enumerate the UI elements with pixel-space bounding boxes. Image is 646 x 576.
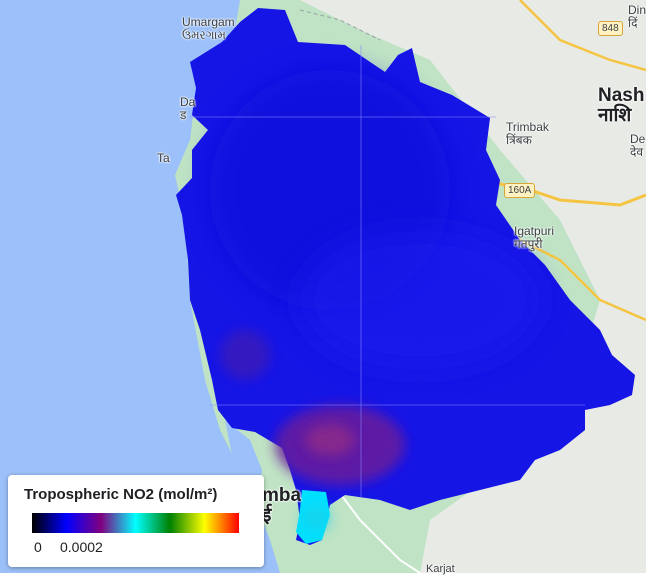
place-deola-local-label: देव: [630, 144, 644, 159]
place-trimbak: Trimbak त्रिंबक: [506, 121, 549, 146]
place-dahanu-label: Da: [180, 95, 196, 109]
road-shield-160a: 160A: [504, 183, 536, 198]
place-dindori-local-label: दिं: [628, 15, 638, 30]
place-dindori: Din दिं: [628, 4, 646, 29]
place-deola-label: De: [630, 132, 646, 146]
place-tarapur-label: Ta: [157, 151, 170, 165]
no2-mid-patch: [220, 330, 270, 380]
no2-overlay: [176, 8, 635, 545]
road-shield-848: 848: [598, 21, 623, 36]
place-dahanu-local-label: ड: [180, 107, 187, 122]
place-igatpuri: Igatpuri गतपुरी: [514, 225, 554, 250]
place-dahanu: Da ड: [180, 96, 195, 121]
highway-nashik-mumbai: [499, 228, 646, 322]
no2-mid-patch: [305, 424, 355, 456]
legend-title: Tropospheric NO2 (mol/m²): [24, 486, 218, 503]
place-nashik-local-label: नाशि: [598, 104, 632, 126]
place-nashik-label: Nash: [598, 85, 645, 106]
place-karjat-label: Karjat: [426, 563, 455, 575]
highway-848: [519, 0, 646, 72]
place-umargam-label: Umargam: [182, 15, 235, 29]
place-nashik: Nash नाशि: [598, 86, 644, 126]
place-trimbak-local-label: त्रिंबक: [506, 132, 532, 147]
place-mumbai-local-label: ई: [262, 504, 272, 526]
road: [329, 479, 421, 573]
land-light-area: [300, 0, 646, 573]
place-deola: De देव: [630, 133, 645, 158]
no2-high-patch: [302, 504, 330, 532]
place-karjat: Karjat: [426, 563, 455, 576]
legend-max-label: 0.0002: [60, 539, 103, 555]
place-igatpuri-label: Igatpuri: [514, 224, 555, 238]
state-border: [299, 9, 381, 41]
place-mumbai: mba ई: [262, 486, 301, 526]
sea-area: [0, 0, 280, 573]
legend-min-label: 0: [34, 539, 42, 555]
place-mumbai-label: mba: [262, 485, 302, 506]
place-igatpuri-local-label: गतपुरी: [514, 236, 543, 251]
place-umargam-local-label: ઉમરગામ: [182, 27, 226, 42]
place-trimbak-label: Trimbak: [506, 120, 549, 134]
place-dindori-label: Din: [628, 3, 646, 17]
legend-color-bar: [32, 513, 239, 533]
place-tarapur: Ta: [157, 152, 170, 165]
no2-low-patch: [300, 230, 540, 370]
place-umargam: Umargam ઉમરગામ: [182, 16, 235, 41]
legend-panel: Tropospheric NO2 (mol/m²) 0 0.0002: [8, 475, 264, 567]
